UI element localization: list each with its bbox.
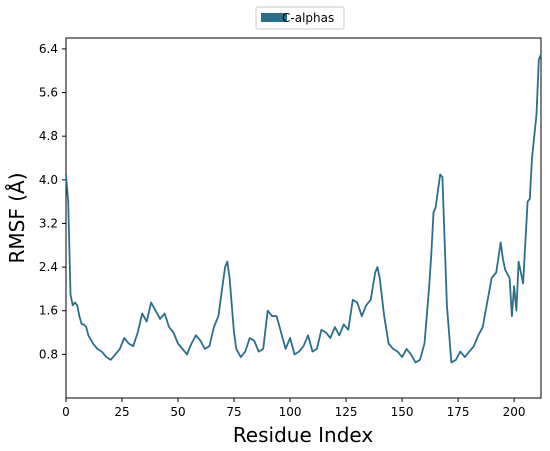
legend-box xyxy=(255,6,345,30)
y-axis-title: RMSF (Å) xyxy=(5,173,29,264)
x-tick-label: 25 xyxy=(114,405,129,419)
y-tick-label: 0.8 xyxy=(39,347,58,361)
y-axis: 0.8 1.6 2.4 3.2 4.0 4.8 5.6 6.4 xyxy=(39,42,66,361)
y-tick-label: 5.6 xyxy=(39,86,58,100)
x-tick-label: 50 xyxy=(170,405,185,419)
y-tick-label: 2.4 xyxy=(39,260,58,274)
x-tick-label: 100 xyxy=(279,405,302,419)
legend-swatch xyxy=(261,13,287,22)
x-tick-label: 0 xyxy=(62,405,70,419)
y-tick-label: 3.2 xyxy=(39,216,58,230)
x-tick-label: 175 xyxy=(447,405,470,419)
x-tick-label: 150 xyxy=(391,405,414,419)
y-tick-label: 4.0 xyxy=(39,173,58,187)
plot-area xyxy=(65,37,542,399)
series-line-c-alphas xyxy=(65,54,542,364)
y-tick-label: 4.8 xyxy=(39,129,58,143)
legend: C-alphas xyxy=(255,6,345,30)
series-layer xyxy=(65,54,542,364)
x-tick-label: 75 xyxy=(226,405,241,419)
legend-label: C-alphas xyxy=(282,11,334,25)
y-tick-label: 1.6 xyxy=(39,304,58,318)
x-axis-title: Residue Index xyxy=(233,423,374,447)
x-tick-label: 200 xyxy=(503,405,526,419)
x-axis: 0 25 50 75 100 125 150 175 200 xyxy=(62,398,526,419)
y-tick-label: 6.4 xyxy=(39,42,58,56)
x-tick-label: 125 xyxy=(335,405,358,419)
